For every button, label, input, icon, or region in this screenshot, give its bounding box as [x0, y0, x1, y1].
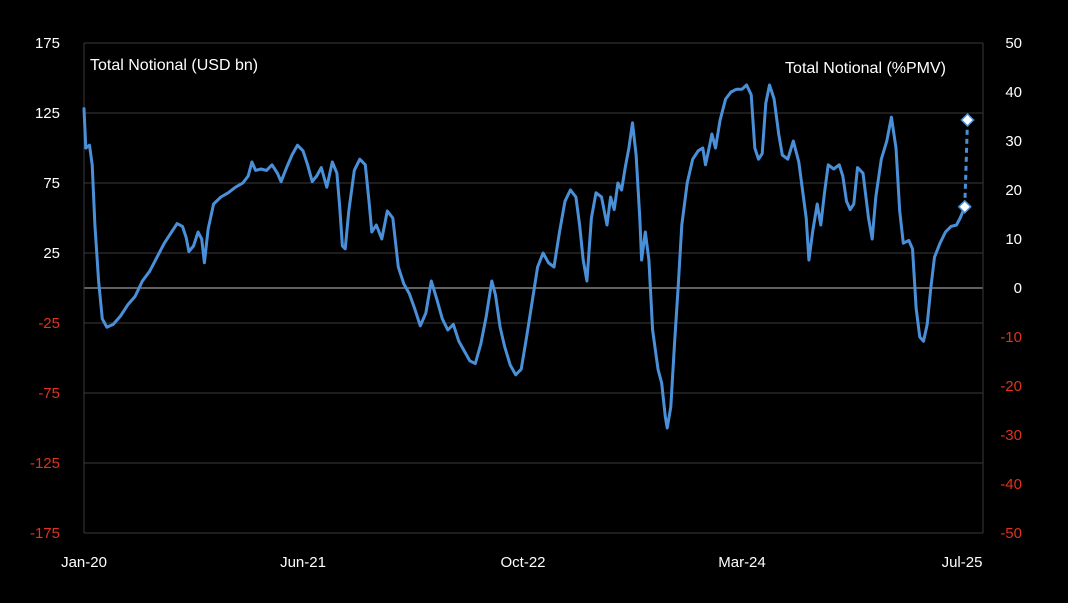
- right-tick-label: -20: [1000, 378, 1022, 395]
- series-layer: [82, 83, 975, 430]
- right-tick-label: 20: [1005, 182, 1022, 199]
- right-tick-label: 30: [1005, 133, 1022, 150]
- x-tick-label: Mar-24: [718, 554, 766, 571]
- x-tick-label: Jun-21: [280, 554, 326, 571]
- projection-line: [963, 119, 969, 207]
- left-tick-label: -25: [38, 315, 60, 332]
- right-tick-label: -50: [1000, 525, 1022, 542]
- x-axis-ticks: Jan-20 Jun-21 Oct-22 Mar-24 Jul-25: [61, 554, 982, 571]
- x-tick-label: Jul-25: [942, 554, 983, 571]
- right-tick-label: -30: [1000, 427, 1022, 444]
- left-tick-label: 125: [35, 105, 60, 122]
- left-tick-label: 175: [35, 35, 60, 52]
- left-tick-label: -75: [38, 385, 60, 402]
- right-tick-label: -10: [1000, 329, 1022, 346]
- series-line: [82, 83, 967, 430]
- right-axis-ticks: 50 40 30 20 10 0 -10 -20 -30 -40 -50: [1000, 35, 1022, 542]
- diamond-marker: [957, 199, 972, 214]
- left-tick-label: 75: [43, 175, 60, 192]
- left-tick-label: -125: [30, 455, 60, 472]
- right-axis-label: Total Notional (%PMV): [785, 60, 946, 77]
- x-tick-label: Oct-22: [500, 554, 545, 571]
- diamond-marker: [960, 112, 975, 128]
- left-tick-label: 25: [43, 245, 60, 262]
- right-tick-label: 50: [1005, 35, 1022, 52]
- right-tick-label: 10: [1005, 231, 1022, 248]
- right-tick-label: -40: [1000, 476, 1022, 493]
- right-tick-label: 0: [1014, 280, 1022, 297]
- left-tick-label: -175: [30, 525, 60, 542]
- x-tick-label: Jan-20: [61, 554, 107, 571]
- left-axis-label: Total Notional (USD bn): [90, 57, 258, 74]
- left-axis-ticks: 175 125 75 25 -25 -75 -125 -175: [30, 35, 60, 542]
- right-tick-label: 40: [1005, 84, 1022, 101]
